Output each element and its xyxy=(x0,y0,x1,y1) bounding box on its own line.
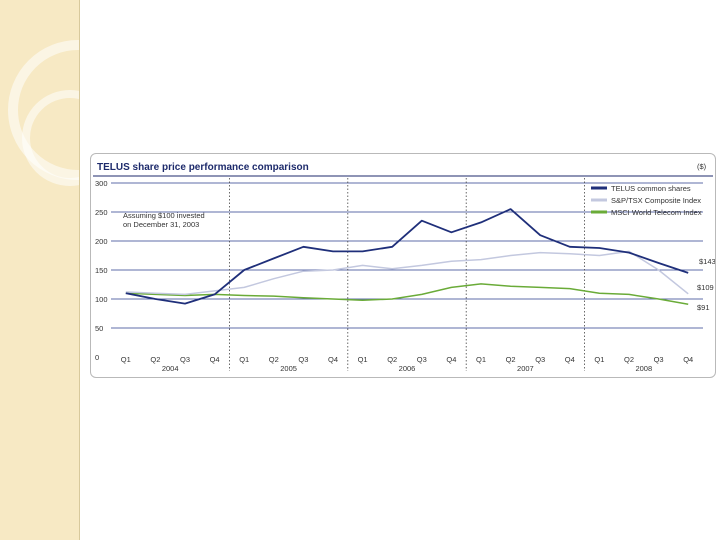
year-label: 2007 xyxy=(517,364,534,373)
series-line-msci xyxy=(125,283,689,305)
legend: TELUS common shares S&P/TSX Composite In… xyxy=(591,184,702,217)
quarter-label: Q4 xyxy=(210,355,220,364)
end-label-telus: $143 xyxy=(699,257,715,266)
chart-unit: ($) xyxy=(697,162,707,171)
year-label: 2006 xyxy=(399,364,416,373)
quarter-label: Q4 xyxy=(446,355,456,364)
quarter-label: Q1 xyxy=(121,355,131,364)
chart-title: TELUS share price performance comparison xyxy=(97,162,309,173)
quarter-label: Q2 xyxy=(387,355,397,364)
legend-label-msci: MSCI World Telecom Index xyxy=(611,208,702,217)
quarter-label: Q4 xyxy=(683,355,693,364)
year-label: 2005 xyxy=(280,364,297,373)
quarter-label: Q1 xyxy=(358,355,368,364)
year-label: 2004 xyxy=(162,364,179,373)
decorative-ring-small xyxy=(22,90,79,186)
quarter-label: Q1 xyxy=(594,355,604,364)
share-price-chart: TELUS share price performance comparison… xyxy=(93,162,715,373)
y-tick-label: 50 xyxy=(95,324,103,333)
quarter-label: Q2 xyxy=(506,355,516,364)
series-line-tsx xyxy=(125,250,689,296)
annotation-line-2: on December 31, 2003 xyxy=(123,220,199,229)
y-tick-label: 0 xyxy=(95,353,99,362)
y-tick-label: 300 xyxy=(95,179,108,188)
y-tick-label: 150 xyxy=(95,266,108,275)
quarter-label: Q1 xyxy=(239,355,249,364)
y-tick-label: 100 xyxy=(95,295,108,304)
quarter-label: Q3 xyxy=(180,355,190,364)
quarter-label: Q4 xyxy=(565,355,575,364)
slide-sidebar-decoration xyxy=(0,0,80,540)
quarter-label: Q4 xyxy=(328,355,338,364)
legend-label-tsx: S&P/TSX Composite Index xyxy=(611,196,701,205)
quarter-label: Q3 xyxy=(654,355,664,364)
quarter-label: Q3 xyxy=(535,355,545,364)
quarter-label: Q3 xyxy=(298,355,308,364)
year-label: 2008 xyxy=(635,364,652,373)
legend-label-telus: TELUS common shares xyxy=(611,184,691,193)
quarter-label: Q2 xyxy=(269,355,279,364)
quarter-label: Q1 xyxy=(476,355,486,364)
quarter-label: Q2 xyxy=(150,355,160,364)
quarter-label: Q3 xyxy=(417,355,427,364)
end-label-tsx: $109 xyxy=(697,283,714,292)
end-label-msci: $91 xyxy=(697,303,710,312)
quarter-label: Q2 xyxy=(624,355,634,364)
annotation-line-1: Assuming $100 invested xyxy=(123,211,205,220)
y-tick-label: 200 xyxy=(95,237,108,246)
chart-panel: TELUS share price performance comparison… xyxy=(90,153,716,378)
y-tick-label: 250 xyxy=(95,208,108,217)
series-line-telus xyxy=(125,208,689,305)
